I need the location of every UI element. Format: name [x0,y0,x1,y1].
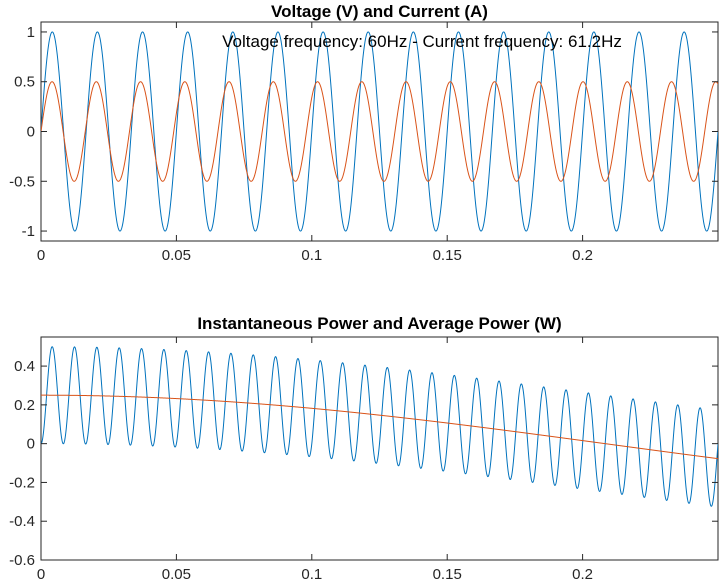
x-tick-label: 0.1 [301,247,322,264]
y-tick-label: -1 [22,223,35,240]
y-tick-label: -0.5 [9,173,35,190]
x-tick-label: 0.1 [301,566,322,583]
x-tick-label: 0.05 [162,247,191,264]
x-tick-label: 0.2 [572,247,593,264]
chart-title: Voltage (V) and Current (A) [271,2,488,21]
y-tick-label: 0.4 [14,358,35,375]
voltage-current-plot: 0 0.05 0.1 0.15 0.2 -1 -0.5 0 0.5 1 Voltage (V) an… [9,2,719,264]
y-tick-label: 0.5 [14,74,35,91]
y-tick-label: -0.2 [9,474,35,491]
series-line-1 [41,31,718,232]
x-tick-label: 0.2 [572,566,593,583]
power-plot: 0 0.05 0.1 0.15 0.2 -0.6 -0.4 -0.2 0 0.2 0.4 Instan… [9,314,719,583]
x-tick-label: 0.15 [433,566,462,583]
y-tick-label: -0.4 [9,513,35,530]
y-tick-label: 0.2 [14,397,35,414]
x-tick-label: 0 [37,247,45,264]
y-tick-label: 0 [27,436,35,453]
x-tick-label: 0.05 [162,566,191,583]
y-tick-label: 0 [27,124,35,141]
chart-title: Instantaneous Power and Average Power (W… [197,314,561,333]
frequency-annotation: Voltage frequency: 60Hz - Current freque… [222,32,622,51]
y-tick-label: 1 [27,24,35,41]
x-tick-label: 0.15 [433,247,462,264]
x-tick-label: 0 [37,566,45,583]
y-tick-label: -0.6 [9,552,35,569]
series-line-2 [41,81,718,182]
series-line-2 [41,394,718,460]
